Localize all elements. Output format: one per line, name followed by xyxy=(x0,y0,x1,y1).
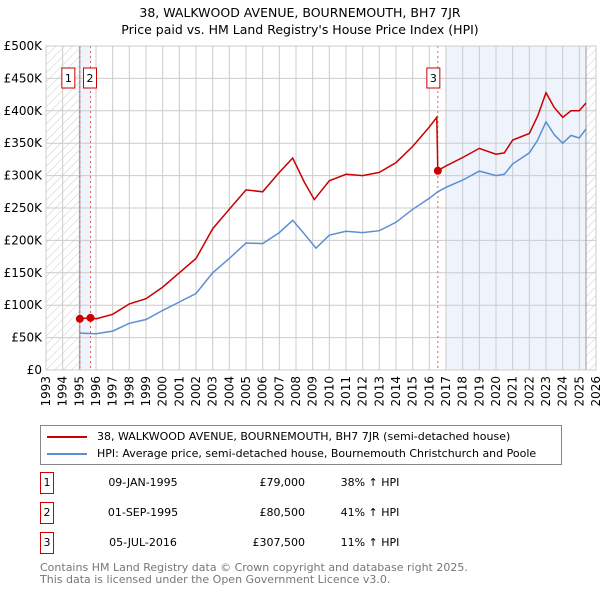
x-tick-label: 2013 xyxy=(372,376,386,407)
x-tick-label: 2024 xyxy=(556,376,570,407)
x-tick-label: 1993 xyxy=(39,376,53,407)
chart-title: 38, WALKWOOD AVENUE, BOURNEMOUTH, BH7 7J… xyxy=(0,4,600,38)
footer-line-1: Contains HM Land Registry data © Crown c… xyxy=(40,561,468,574)
x-tick-label: 2009 xyxy=(306,376,320,407)
x-tick-label: 1994 xyxy=(56,376,70,407)
sale-label-number: 1 xyxy=(65,72,72,85)
sale-date: 01-SEP-1995 xyxy=(107,506,179,519)
x-tick-label: 2022 xyxy=(522,376,536,407)
table-row: 1 09-JAN-1995 £79,000 38% ↑ HPI xyxy=(40,472,540,494)
x-tick-label: 1997 xyxy=(106,376,120,407)
sale-price: £307,500 xyxy=(252,536,306,549)
x-tick-label: 2026 xyxy=(589,376,600,407)
y-tick-label: £450K xyxy=(4,71,44,85)
sale-point xyxy=(75,314,84,323)
x-tick-label: 2010 xyxy=(322,376,336,407)
sale-point xyxy=(86,313,95,322)
sale-date: 05-JUL-2016 xyxy=(109,536,177,549)
blue-line-swatch xyxy=(47,452,87,455)
property-series-line xyxy=(79,90,587,320)
x-tick-label: 2000 xyxy=(156,376,170,407)
y-tick-label: £0 xyxy=(27,363,42,377)
table-row: 2 01-SEP-1995 £80,500 41% ↑ HPI xyxy=(40,502,540,524)
legend-label: 38, WALKWOOD AVENUE, BOURNEMOUTH, BH7 7J… xyxy=(97,430,511,443)
sale-marker-badge: 3 xyxy=(40,532,54,554)
x-tick-label: 2023 xyxy=(539,376,553,407)
plot-border xyxy=(45,45,597,371)
y-tick-label: £200K xyxy=(4,233,44,247)
sale-price: £79,000 xyxy=(259,476,306,489)
x-tick-label: 2005 xyxy=(239,376,253,407)
x-tick-label: 2014 xyxy=(389,376,403,407)
sale-date: 09-JAN-1995 xyxy=(108,476,178,489)
y-tick-label: £50K xyxy=(11,331,43,345)
x-tick-label: 2011 xyxy=(339,376,353,407)
x-tick-label: 1999 xyxy=(139,376,153,407)
y-tick-label: £300K xyxy=(4,169,44,183)
x-tick-label: 2018 xyxy=(456,376,470,407)
x-tick-label: 2020 xyxy=(489,376,503,407)
title-line-1: 38, WALKWOOD AVENUE, BOURNEMOUTH, BH7 7J… xyxy=(139,5,461,20)
y-tick-label: £500K xyxy=(4,39,44,53)
sale-label-number: 2 xyxy=(87,72,94,85)
x-tick-label: 2002 xyxy=(189,376,203,407)
x-tick-label: 2007 xyxy=(272,376,286,407)
hpi-comparison: 38% ↑ HPI xyxy=(340,476,400,489)
sale-marker-badge: 1 xyxy=(40,472,54,494)
hpi-series-line xyxy=(79,120,587,335)
legend-item-hpi: HPI: Average price, semi-detached house,… xyxy=(47,447,536,460)
sale-price: £80,500 xyxy=(259,506,306,519)
x-tick-label: 2006 xyxy=(256,376,270,407)
x-tick-label: 2001 xyxy=(172,376,186,407)
x-tick-label: 2015 xyxy=(406,376,420,407)
y-tick-label: £100K xyxy=(4,298,44,312)
y-tick-label: £400K xyxy=(4,104,44,118)
y-tick-label: £150K xyxy=(4,266,44,280)
x-tick-label: 1998 xyxy=(122,376,136,407)
title-line-2: Price paid vs. HM Land Registry's House … xyxy=(121,22,479,37)
x-tick-label: 2025 xyxy=(572,376,586,407)
sale-label-number: 3 xyxy=(430,72,437,85)
legend-label: HPI: Average price, semi-detached house,… xyxy=(97,447,537,460)
sale-point xyxy=(433,166,442,175)
footer-line-2: This data is licensed under the Open Gov… xyxy=(40,573,391,586)
hpi-comparison: 41% ↑ HPI xyxy=(340,506,400,519)
sale-label-box xyxy=(61,67,76,89)
x-tick-label: 2019 xyxy=(472,376,486,407)
hpi-comparison: 11% ↑ HPI xyxy=(340,536,400,549)
y-tick-label: £350K xyxy=(4,136,44,150)
x-tick-label: 2017 xyxy=(439,376,453,407)
x-tick-label: 2016 xyxy=(422,376,436,407)
legend-item-property: 38, WALKWOOD AVENUE, BOURNEMOUTH, BH7 7J… xyxy=(47,430,510,443)
price-chart: 1993 1994 1995 1996 1997 1998 1999 2000 2001 2002… xyxy=(4,39,600,407)
x-tick-label: 2004 xyxy=(222,376,236,407)
chart-legend: 38, WALKWOOD AVENUE, BOURNEMOUTH, BH7 7J… xyxy=(40,425,562,465)
sale-marker-badge: 2 xyxy=(40,502,54,524)
x-tick-label: 1995 xyxy=(72,376,86,407)
sale-label-box xyxy=(426,67,441,89)
x-tick-label: 2012 xyxy=(356,376,370,407)
x-tick-label: 1996 xyxy=(89,376,103,407)
red-line-swatch xyxy=(47,435,87,438)
x-tick-label: 2003 xyxy=(206,376,220,407)
y-tick-label: £250K xyxy=(4,201,44,215)
table-row: 3 05-JUL-2016 £307,500 11% ↑ HPI xyxy=(40,532,540,554)
x-tick-label: 2008 xyxy=(289,376,303,407)
sale-label-box xyxy=(83,67,97,89)
x-tick-label: 2021 xyxy=(506,376,520,407)
footer-text: Contains HM Land Registry data © Crown c… xyxy=(40,562,468,586)
